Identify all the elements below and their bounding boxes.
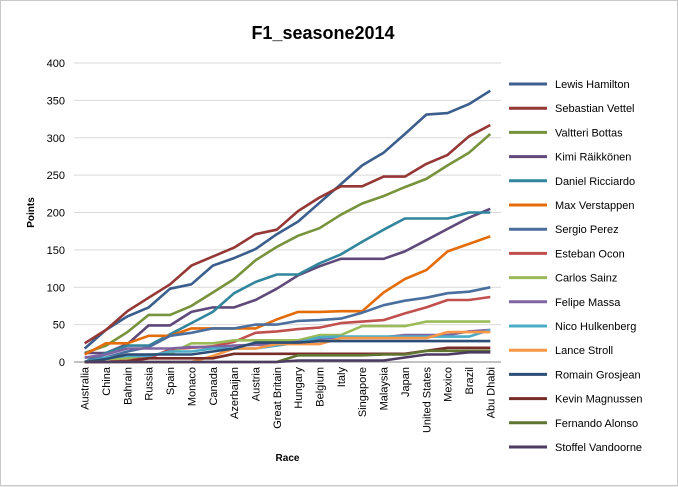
- x-tick-label: United States: [421, 367, 433, 434]
- x-tick-label: Hungary: [293, 367, 305, 409]
- legend-label: Fernando Alonso: [555, 418, 638, 430]
- x-tick-label: Austria: [250, 366, 262, 401]
- y-tick-label: 50: [53, 320, 65, 332]
- y-tick-label: 300: [47, 133, 65, 145]
- legend-label: Daniel Ricciardo: [555, 176, 635, 188]
- series-line: [84, 350, 491, 364]
- series-lines: [83, 89, 492, 364]
- x-tick-label: Monaco: [186, 367, 198, 406]
- series-line: [84, 235, 491, 356]
- x-tick-label: Bahrain: [122, 367, 134, 405]
- y-axis-title: Points: [26, 197, 37, 228]
- y-tick-label: 250: [47, 170, 65, 182]
- legend-label: Romain Grosjean: [555, 369, 641, 381]
- legend-label: Lewis Hamilton: [555, 79, 630, 91]
- x-tick-label: Canada: [208, 366, 220, 405]
- x-tick-label: Australia: [80, 366, 92, 410]
- legend-label: Sebastian Vettel: [555, 103, 635, 115]
- legend-label: Stoffel Vandoorne: [555, 442, 642, 454]
- legend-label: Valtteri Bottas: [555, 127, 623, 139]
- legend-label: Felipe Massa: [555, 297, 621, 309]
- legend-label: Carlos Sainz: [555, 273, 617, 285]
- x-tick-label: Mexico: [443, 367, 455, 402]
- chart-title: F1_seasone2014: [251, 23, 394, 43]
- y-tick-label: 350: [47, 95, 65, 107]
- series-line: [84, 207, 491, 355]
- x-tick-label: Singapore: [357, 367, 369, 417]
- legend: Lewis Hamilton Sebastian Vettel Valtteri B…: [509, 79, 642, 454]
- legend-label: Nico Hulkenberg: [555, 321, 636, 333]
- series-line: [84, 286, 491, 359]
- legend-label: Kimi Räikkönen: [555, 152, 631, 164]
- y-tick-label: 400: [47, 58, 65, 70]
- legend-label: Lance Stroll: [555, 345, 613, 357]
- series-line: [84, 339, 491, 364]
- x-tick-label: Azerbaijan: [229, 367, 241, 419]
- x-tick-label: Spain: [165, 367, 177, 395]
- x-tick-label: Italy: [336, 367, 348, 388]
- x-tick-label: Great Britain: [272, 367, 284, 429]
- legend-label: Esteban Ocon: [555, 248, 625, 260]
- x-axis-title: Race: [276, 453, 300, 464]
- x-tick-label: Japan: [400, 367, 412, 397]
- series-line: [84, 211, 491, 364]
- y-tick-label: 0: [59, 357, 65, 369]
- x-tick-label: Brazil: [464, 367, 476, 395]
- legend-label: Max Verstappen: [555, 200, 635, 212]
- legend-label: Sergio Perez: [555, 224, 619, 236]
- series-line: [83, 89, 491, 350]
- legend-label: Kevin Magnussen: [555, 394, 642, 406]
- x-tick-label: China: [101, 366, 113, 396]
- x-tick-label: Malaysia: [379, 366, 391, 410]
- series-line: [84, 133, 492, 355]
- x-axis-ticks: Australia China Bahrain Russia Spain Monaco Ca…: [80, 366, 498, 433]
- x-tick-label: Russia: [144, 366, 156, 401]
- series-line: [84, 123, 491, 345]
- gridlines: [74, 62, 501, 326]
- y-tick-label: 100: [47, 282, 65, 294]
- y-tick-label: 200: [47, 208, 65, 220]
- x-tick-label: Belgium: [315, 367, 327, 407]
- x-tick-label: Abu Dhabi: [485, 367, 497, 418]
- y-tick-label: 150: [47, 245, 65, 257]
- y-axis-ticks: 0 50 100 150 200 250 300 350 400: [47, 58, 65, 369]
- series-line: [84, 295, 491, 364]
